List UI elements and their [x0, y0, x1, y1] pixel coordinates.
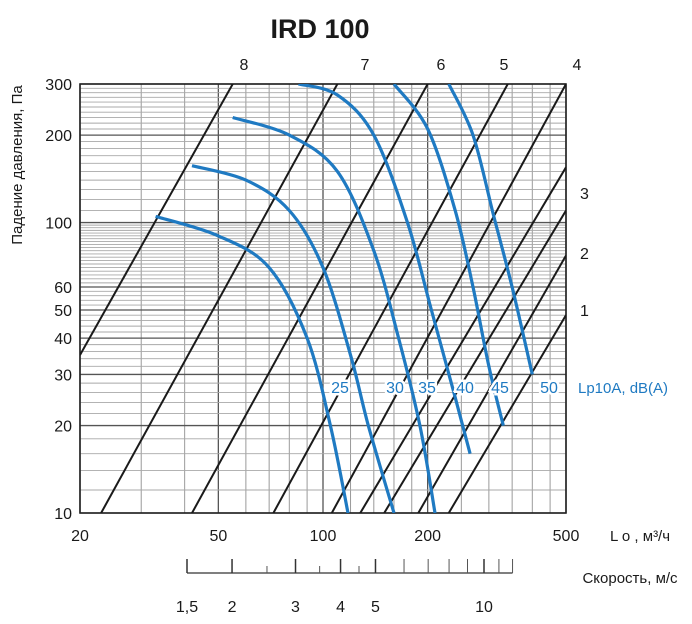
velocity-tick-label: 5	[371, 599, 380, 616]
velocity-tick-label: 10	[475, 599, 493, 616]
opening-line	[330, 84, 566, 513]
velocity-tick-label: 4	[336, 599, 345, 616]
chart-title: IRD 100	[270, 14, 369, 44]
y-tick-label: 100	[45, 216, 72, 233]
sound-curve	[232, 115, 437, 513]
sound-curve	[447, 84, 534, 375]
velocity-axis: 1,5 2 3 4 5 10	[176, 559, 514, 616]
axis-ticks: 20 50 100 200 500 10 20 30 40 50 60 100 200 300	[45, 77, 579, 545]
y-axis-label: Падение давления, Па	[9, 85, 26, 245]
sound-curve	[392, 84, 505, 426]
opening-position-label: 3	[580, 186, 589, 203]
opening-line	[272, 84, 509, 513]
x-tick-label: 500	[553, 528, 580, 545]
y-tick-label: 50	[54, 303, 72, 320]
opening-position-label: 5	[500, 57, 509, 74]
opening-line	[447, 314, 566, 513]
x-tick-label: 20	[71, 528, 89, 545]
opening-position-label: 8	[240, 57, 249, 74]
opening-position-label: 2	[580, 246, 589, 263]
opening-position-label: 6	[437, 57, 446, 74]
velocity-tick-label: 3	[291, 599, 300, 616]
opening-line	[359, 166, 566, 513]
y-tick-label: 10	[54, 506, 72, 523]
opening-position-label: 7	[361, 57, 370, 74]
grid	[79, 83, 567, 514]
opening-line	[100, 84, 339, 513]
velocity-tick-label: 1,5	[176, 599, 198, 616]
x-axis-label: L o , м³/ч	[610, 528, 670, 545]
sound-curve-label: 45	[491, 380, 509, 397]
opening-position-label: 1	[580, 303, 589, 320]
opening-line	[191, 84, 429, 513]
x-tick-label: 100	[310, 528, 337, 545]
sound-curve-label: 40	[456, 380, 474, 397]
sound-curve-label: 35	[418, 380, 436, 397]
sound-curve-label: 25	[331, 380, 349, 397]
opening-position-label: 4	[573, 57, 582, 74]
velocity-tick-label: 2	[228, 599, 237, 616]
y-tick-label: 60	[54, 280, 72, 297]
opening-line	[383, 210, 566, 513]
y-tick-label: 30	[54, 367, 72, 384]
velocity-axis-label: Скорость, м/с	[582, 570, 678, 587]
opening-line	[80, 84, 234, 356]
y-tick-label: 200	[45, 128, 72, 145]
y-tick-label: 300	[45, 77, 72, 94]
y-tick-label: 20	[54, 419, 72, 436]
sound-curve	[298, 84, 472, 455]
sound-curve-label: 50	[540, 380, 558, 397]
x-tick-label: 200	[414, 528, 441, 545]
plot-frame	[79, 83, 567, 514]
y-tick-label: 40	[54, 331, 72, 348]
x-tick-label: 50	[209, 528, 227, 545]
sound-curves: 25 30 35 40 45 50	[155, 84, 561, 513]
sound-curve	[155, 214, 350, 513]
opening-lines: 8 7 6 5 4 3 2 1	[80, 57, 589, 513]
sound-curve-label: 30	[386, 380, 404, 397]
sound-curve	[191, 164, 396, 513]
sound-level-label: Lp10A, dB(A)	[578, 380, 668, 397]
